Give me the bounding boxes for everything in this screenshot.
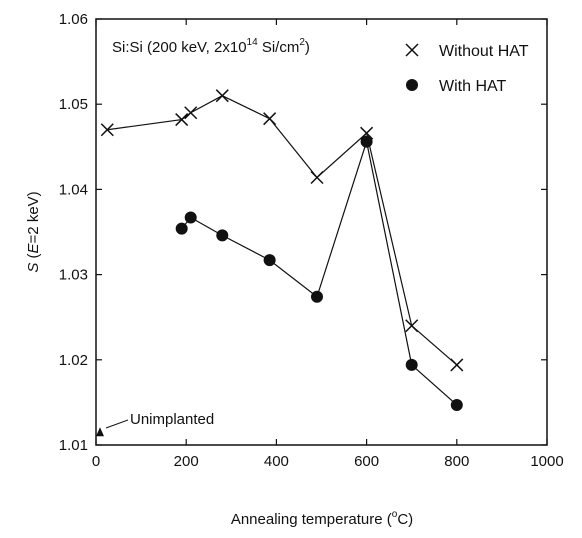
data-point-without-hat	[310, 170, 324, 185]
data-point-without-hat	[184, 106, 198, 120]
data-point-without-hat	[175, 113, 189, 127]
y-tick-label: 1.01	[59, 437, 88, 454]
data-point-with-hat	[216, 229, 229, 242]
data-point-with-hat	[175, 222, 188, 235]
chart-annotation: Si:Si (200 keV, 2x1014 Si/cm2)	[112, 37, 310, 56]
series-line-with-hat	[181, 139, 458, 406]
x-tick-label: 600	[354, 453, 379, 470]
legend-marker-with-hat	[406, 79, 418, 91]
x-tick-label: 200	[174, 453, 199, 470]
legend-label-without-hat: Without HAT	[439, 43, 529, 60]
unimplanted-label: Unimplanted	[130, 411, 214, 428]
data-point-without-hat	[405, 319, 419, 333]
ticks-layer: 0 200 400 600 800 1000 1.01 1.02 1.03 1.04 1.05 1.0…	[59, 11, 564, 470]
lines-layer	[107, 95, 458, 406]
data-point-without-hat	[360, 126, 374, 140]
data-point-without-hat	[215, 89, 229, 103]
data-point-without-hat	[100, 123, 114, 137]
x-tick-label: 0	[92, 453, 100, 470]
x-tick-label: 400	[264, 453, 289, 470]
y-tick-label: 1.05	[59, 96, 88, 113]
data-point-with-hat	[450, 398, 463, 411]
data-point-with-hat	[263, 254, 276, 267]
unimplanted-arrow	[105, 419, 129, 429]
x-tick-label: 1000	[530, 453, 563, 470]
data-point-without-hat	[263, 112, 277, 126]
data-point-with-hat	[405, 358, 418, 371]
legend: Without HAT With HAT	[405, 43, 529, 95]
legend-marker-without-hat	[405, 43, 419, 57]
y-tick-label: 1.02	[59, 352, 88, 369]
y-tick-label: 1.06	[59, 11, 88, 28]
data-point-without-hat	[450, 358, 464, 372]
y-tick-label: 1.04	[59, 181, 88, 198]
x-axis-title: Annealing temperature (oC)	[231, 509, 413, 528]
y-axis-title: S (E=2 keV)	[25, 191, 42, 272]
markers-layer	[96, 89, 464, 437]
data-point-with-hat	[184, 211, 197, 224]
legend-label-with-hat: With HAT	[439, 78, 506, 95]
series-line-without-hat	[107, 95, 458, 366]
plot-frame	[95, 18, 548, 446]
y-tick-label: 1.03	[59, 267, 88, 284]
data-point-with-hat	[360, 135, 373, 148]
data-point-with-hat	[310, 290, 323, 303]
unimplanted-annotation: Unimplanted	[105, 411, 214, 429]
data-point-unimplanted	[96, 427, 104, 437]
x-tick-label: 800	[444, 453, 469, 470]
